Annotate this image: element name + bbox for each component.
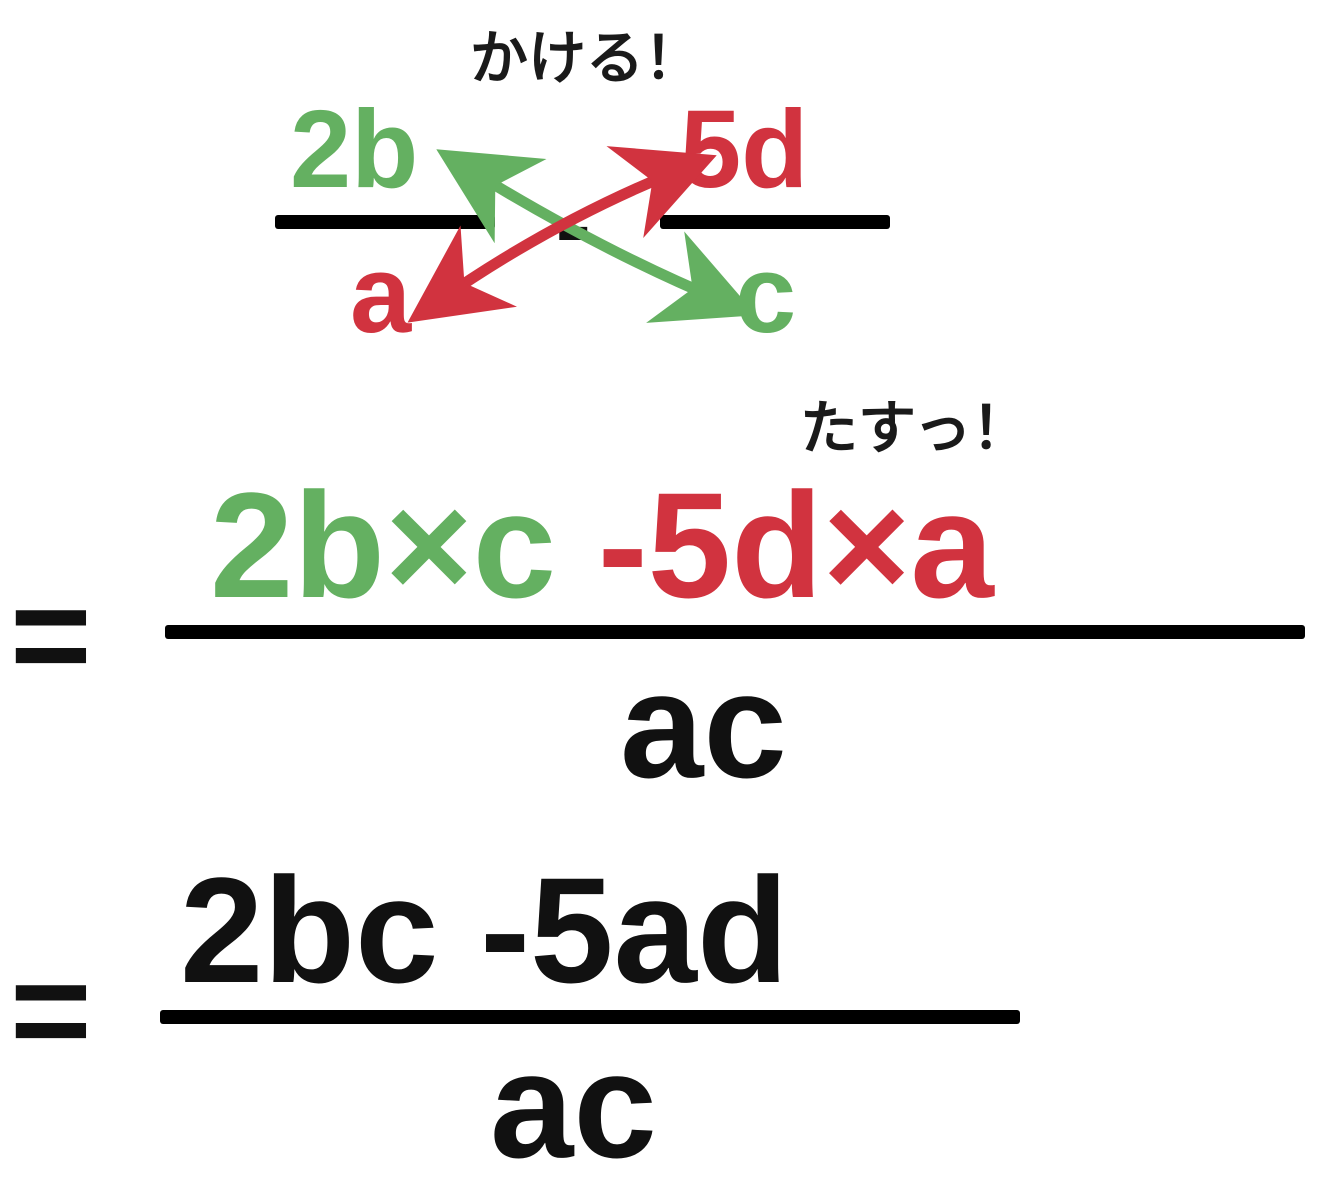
green-arrow xyxy=(470,170,720,300)
line2-equals: = xyxy=(10,565,92,705)
line3-equals: = xyxy=(10,940,92,1080)
line2-denominator: ac xyxy=(620,650,787,800)
line2-num-part2: -5d×a xyxy=(598,461,994,629)
line2-bar xyxy=(165,625,1305,639)
line3-numerator: 2bc -5ad xyxy=(180,855,789,1005)
line2-num-part1: 2b×c xyxy=(210,461,598,629)
line3-denominator: ac xyxy=(490,1030,657,1180)
red-arrow xyxy=(440,170,680,300)
line2-numerator: 2b×c -5d×a xyxy=(210,470,994,620)
cross-arrows xyxy=(0,0,1319,500)
annotation-tasu: たすっ！ xyxy=(800,400,1030,458)
math-diagram: かける！ 2b a - 5d c たすっ！ = 2b×c -5d×a ac = … xyxy=(0,0,1319,1137)
